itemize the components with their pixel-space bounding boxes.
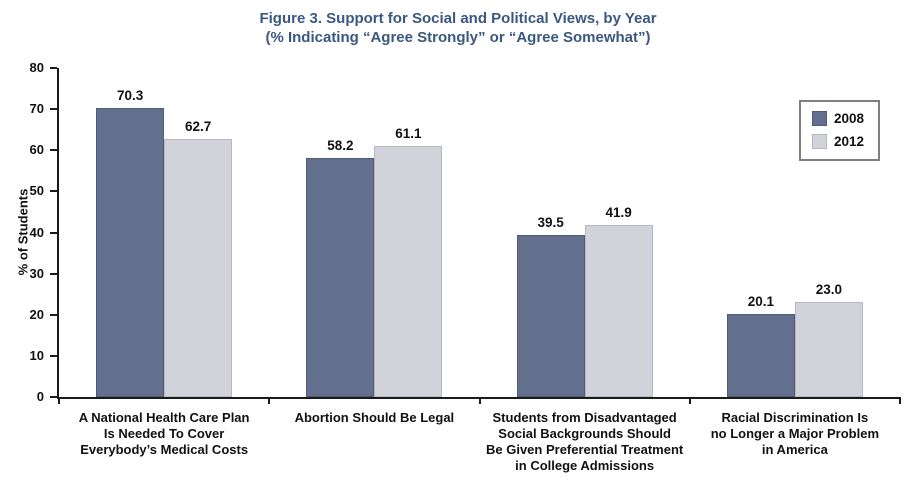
bar-2012-cat1 xyxy=(164,139,233,397)
title-block: Figure 3. Support for Social and Politic… xyxy=(0,9,916,47)
y-axis-tick xyxy=(50,272,57,275)
chart-subtitle: (% Indicating “Agree Strongly” or “Agree… xyxy=(265,29,651,46)
x-axis-tick xyxy=(58,397,60,404)
legend-label-2008: 2008 xyxy=(834,111,865,126)
category-label: Racial Discrimination Is no Longer a Maj… xyxy=(710,410,880,457)
bar-value-label: 61.1 xyxy=(395,125,422,141)
y-axis-tick xyxy=(50,190,57,193)
bar-2012-cat4 xyxy=(794,302,863,397)
category-label: Abortion Should Be Legal xyxy=(294,410,455,425)
y-axis-tick-label: 60 xyxy=(29,142,44,158)
x-axis-tick xyxy=(478,397,481,404)
y-axis-tick-label: 40 xyxy=(29,224,44,240)
bar-2008-cat1 xyxy=(96,107,165,397)
x-axis-tick xyxy=(899,397,901,404)
y-axis-tick xyxy=(50,396,57,398)
legend-swatch-2008 xyxy=(812,111,827,126)
plot-area: 0 10 20 30 40 50 60 70 80 70.3 62.7 A National Heal… xyxy=(30,60,901,473)
y-axis-tick-label: 0 xyxy=(36,389,44,405)
y-axis-tick xyxy=(50,149,57,152)
category-label: Students from Disadvantaged Social Backg… xyxy=(486,410,684,473)
legend: 2008 2012 xyxy=(799,100,881,161)
bar-2008-cat4 xyxy=(726,314,795,397)
category-label: A National Health Care Plan Is Needed To… xyxy=(78,410,250,457)
x-axis-tick xyxy=(688,397,691,404)
bar-2012-cat2 xyxy=(374,145,443,397)
bar-value-label: 62.7 xyxy=(184,119,212,135)
y-axis-tick-label: 30 xyxy=(29,265,44,281)
bar-value-label: 70.3 xyxy=(116,87,144,103)
bar-2008-cat2 xyxy=(306,157,375,397)
y-axis-tick xyxy=(50,67,57,69)
bar-value-label: 23.0 xyxy=(815,282,843,298)
y-axis-tick xyxy=(50,108,57,111)
y-axis-tick-label: 50 xyxy=(29,183,44,199)
y-axis-tick xyxy=(50,313,57,316)
legend-item-2012: 2012 xyxy=(812,134,864,149)
bar-value-label: 58.2 xyxy=(327,137,354,153)
y-axis-tick-label: 80 xyxy=(29,60,44,76)
bar-value-label: 41.9 xyxy=(605,204,632,220)
legend-item-2008: 2008 xyxy=(812,111,864,126)
legend-label-2012: 2012 xyxy=(834,134,865,149)
bar-value-label: 39.5 xyxy=(537,214,564,230)
x-axis-tick xyxy=(268,397,271,404)
bar-value-label: 20.1 xyxy=(747,294,775,310)
y-axis-tick-label: 10 xyxy=(29,348,44,364)
y-axis-tick-label: 70 xyxy=(29,101,44,117)
y-axis-tick xyxy=(50,231,57,234)
y-axis-tick xyxy=(50,354,57,357)
chart-title: Figure 3. Support for Social and Politic… xyxy=(259,10,657,27)
legend-swatch-2012 xyxy=(812,134,827,149)
bar-2012-cat3 xyxy=(584,224,653,397)
bar-2008-cat3 xyxy=(516,234,585,397)
y-axis-tick-label: 20 xyxy=(29,306,44,322)
